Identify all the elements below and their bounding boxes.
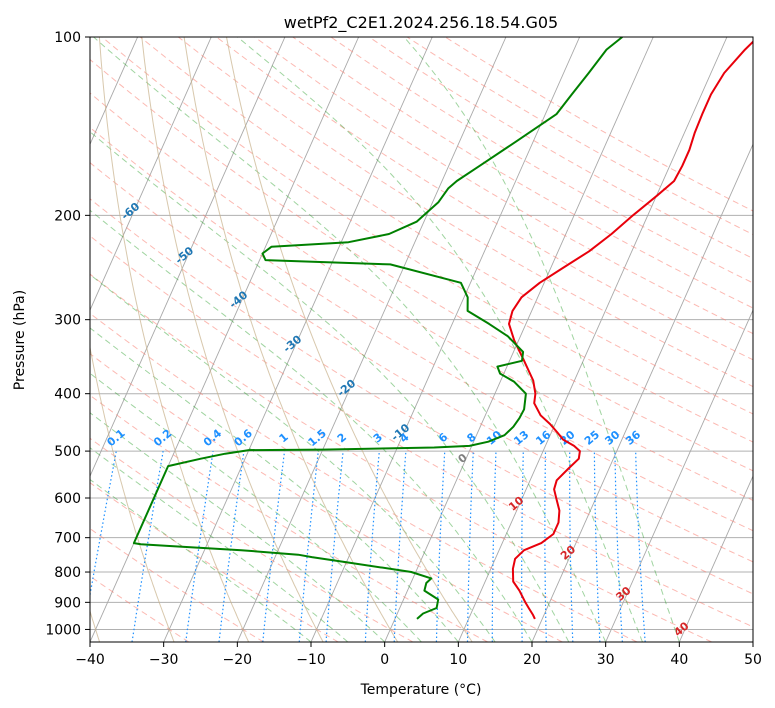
mixing-ratio-line [298,451,319,642]
isotherm-line [310,37,581,642]
isotherm-line [531,143,753,642]
y-tick-label: 500 [54,444,81,460]
mixing-ratio-line [325,451,344,642]
y-tick-label: 900 [54,595,81,611]
temperature-profile-line [508,40,753,620]
moist-adiabat-line [90,327,459,642]
dry-adiabat-line [90,312,638,642]
moist-adiabat-line [90,131,570,642]
x-tick-label: −10 [296,652,326,668]
x-axis-label: Temperature (°C) [360,682,482,698]
x-tick-label: 50 [744,652,762,668]
mixing-ratio-line [185,451,214,642]
isotherm-line [384,37,654,642]
y-tick-label: 800 [54,565,81,581]
y-tick-label: 700 [54,531,81,547]
isotherm-line [236,37,507,642]
series-layer [132,37,753,620]
dry-adiabat-line [90,273,712,642]
y-tick-label: 200 [54,208,81,224]
moist-adiabat-line [237,37,643,642]
moist-adiabat-line [403,37,680,642]
y-tick-label: 400 [54,387,81,403]
dry-adiabat-line [90,162,753,563]
tick-layer: −40 −30 −20 −10 0 10 20 30 40 50 100 200 300 400 500 60… [45,30,762,668]
dry-adiabat-line [101,37,753,443]
x-tick-label: −40 [75,652,105,668]
ozone-curve-line [183,37,399,642]
dry-adiabat-line [330,37,753,284]
moist-adiabat-line [90,412,386,642]
y-axis-label: Pressure (hPa) [12,290,28,390]
dry-adiabat-line [216,37,753,361]
isotherm-line [605,309,753,642]
moist-adiabat-line [90,273,496,642]
dry-adiabat-line [90,198,753,595]
x-tick-label: −30 [149,652,179,668]
grid-layer [90,37,753,642]
x-tick-label: 40 [670,652,688,668]
chart-title: wetPf2_C2E1.2024.256.18.54.G05 [284,13,558,33]
dry-adiabat-line [90,58,753,472]
mixing-ratio-line [218,451,245,642]
y-tick-label: 600 [54,491,81,507]
moist-adiabat-line [90,209,533,642]
dry-adiabat-line [90,126,753,532]
ozone-curve-line [98,37,250,642]
isotherm-line [90,37,212,312]
x-tick-label: −20 [223,652,253,668]
moist-adiabat-line [90,478,312,642]
dry-adiabat-line [90,235,753,628]
plot-frame [89,36,754,643]
y-tick-label: 300 [54,313,81,329]
dry-adiabat-line [90,353,563,642]
x-tick-label: 20 [523,652,541,668]
isotherm-line [90,37,139,146]
x-tick-label: 10 [449,652,467,668]
y-tick-label: 100 [54,30,81,46]
isotherm-line [90,37,286,478]
ozone-curve-line [226,37,473,642]
ozone-curve-line [141,37,324,642]
dry-adiabat-line [90,437,414,642]
y-tick-label: 1000 [45,622,81,638]
x-tick-label: 30 [597,652,615,668]
x-tick-label: 0 [380,652,389,668]
isotherm-line [457,37,728,642]
ozone-curve-line [90,344,175,642]
mixing-ratio-line [262,451,286,642]
dewpoint-profile-line [132,37,623,620]
dry-adiabat-line [177,37,753,388]
moist-adiabat-line [93,37,607,642]
dry-adiabat-line [90,482,339,642]
isotherm-line [163,37,433,642]
isotherm-line [678,474,753,642]
dry-adiabat-line [90,92,753,501]
